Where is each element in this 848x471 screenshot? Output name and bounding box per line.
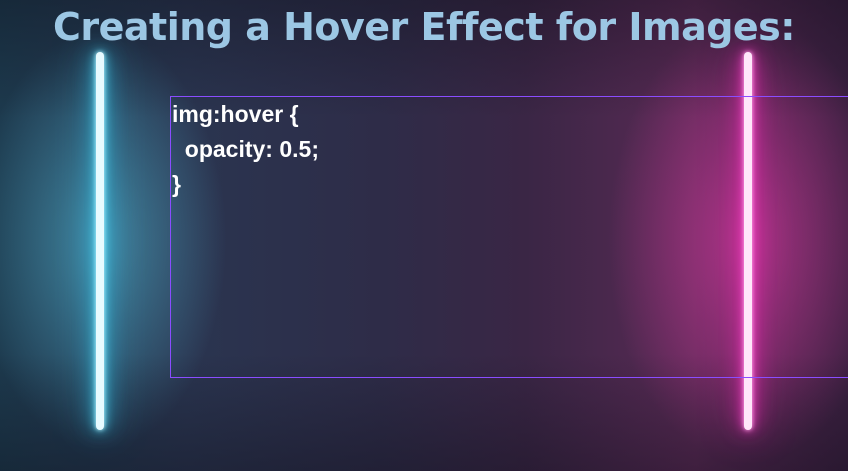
slide-title[interactable]: Creating a Hover Effect for Images: xyxy=(53,5,796,49)
code-line-selector: img:hover { xyxy=(172,101,299,127)
text-box-selection[interactable] xyxy=(170,96,848,378)
neon-light-right xyxy=(744,52,752,430)
code-snippet[interactable]: img:hover { opacity: 0.5; } xyxy=(172,97,319,202)
neon-light-left xyxy=(96,52,104,430)
code-line-property: opacity: 0.5; xyxy=(172,136,319,162)
code-line-closing-brace: } xyxy=(172,171,181,197)
